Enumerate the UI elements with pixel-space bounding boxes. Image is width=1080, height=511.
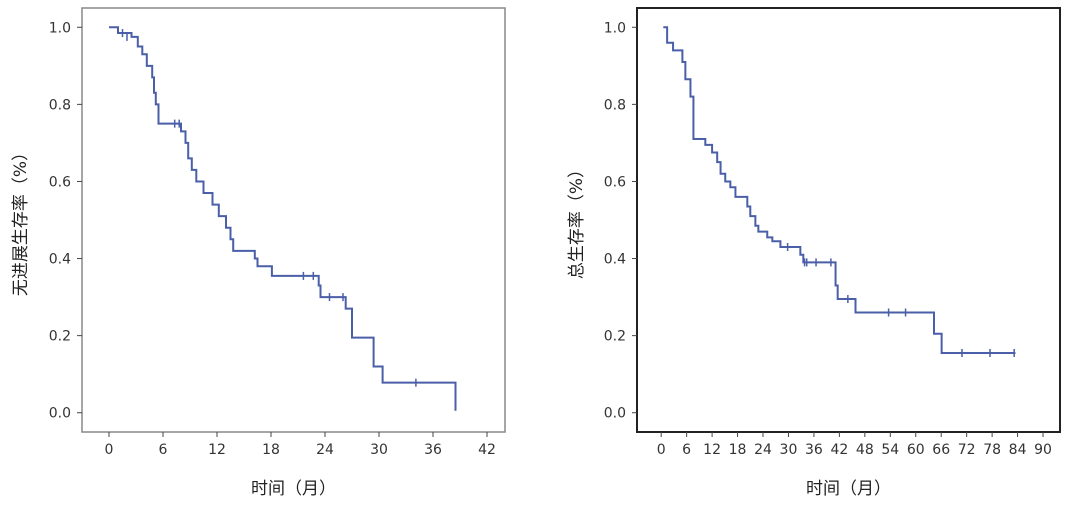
x-tick-label: 66 <box>932 442 950 458</box>
y-tick-label: 0.8 <box>49 97 71 113</box>
x-tick-label: 54 <box>881 442 899 458</box>
x-tick-label: 78 <box>983 442 1001 458</box>
x-tick-label: 18 <box>729 442 747 458</box>
y-tick-label: 0.0 <box>49 406 71 422</box>
x-tick-label: 30 <box>780 442 798 458</box>
y-tick-label: 0.2 <box>49 329 71 345</box>
x-tick-label: 0 <box>657 442 666 458</box>
y-tick-label: 0.2 <box>604 329 626 345</box>
x-tick-label: 72 <box>958 442 976 458</box>
y-tick-label: 1.0 <box>49 20 71 36</box>
chart-2: 0 6 12 18 24 30 36 42 48 54 60 66 72 78 84 90 0.0 0.2 0.4 0… <box>567 7 1061 499</box>
x-tick-label: 30 <box>370 442 388 458</box>
y-tick-label: 0.6 <box>49 174 71 190</box>
x-tick-label: 12 <box>208 442 226 458</box>
plot-frame <box>636 7 1061 433</box>
x-tick-label: 36 <box>424 442 442 458</box>
x-tick-label: 48 <box>856 442 874 458</box>
x-tick-label: 18 <box>262 442 280 458</box>
y-tick-label: 0.4 <box>49 252 71 268</box>
x-tick-label: 24 <box>316 442 334 458</box>
x-tick-label: 90 <box>1034 442 1052 458</box>
y-tick-label: 0.0 <box>604 406 626 422</box>
chart-1: 0 6 12 18 24 30 36 42 0.0 0.2 0.4 0.6 0.8 1.0 时间（月） 无进展… <box>11 7 506 499</box>
x-tick-label: 6 <box>159 442 168 458</box>
x-axis-label: 时间（月） <box>251 479 336 499</box>
y-tick-label: 0.6 <box>604 174 626 190</box>
x-tick-label: 24 <box>754 442 772 458</box>
y-axis-label: 无进展生存率（%） <box>11 144 31 296</box>
y-tick-label: 0.4 <box>604 252 626 268</box>
y-tick-label: 1.0 <box>604 20 626 36</box>
x-tick-label: 36 <box>805 442 823 458</box>
x-axis-label: 时间（月） <box>806 479 891 499</box>
x-tick-label: 6 <box>682 442 691 458</box>
x-tick-label: 60 <box>907 442 925 458</box>
y-tick-label: 0.8 <box>604 97 626 113</box>
x-tick-label: 12 <box>703 442 721 458</box>
x-tick-label: 42 <box>478 442 496 458</box>
plot-frame <box>81 7 506 433</box>
x-tick-label: 84 <box>1009 442 1027 458</box>
x-tick-label: 42 <box>830 442 848 458</box>
y-axis-label: 总生存率（%） <box>567 161 587 279</box>
survival-curve <box>109 26 457 411</box>
survival-curve <box>663 26 1016 354</box>
x-tick-label: 0 <box>105 442 114 458</box>
